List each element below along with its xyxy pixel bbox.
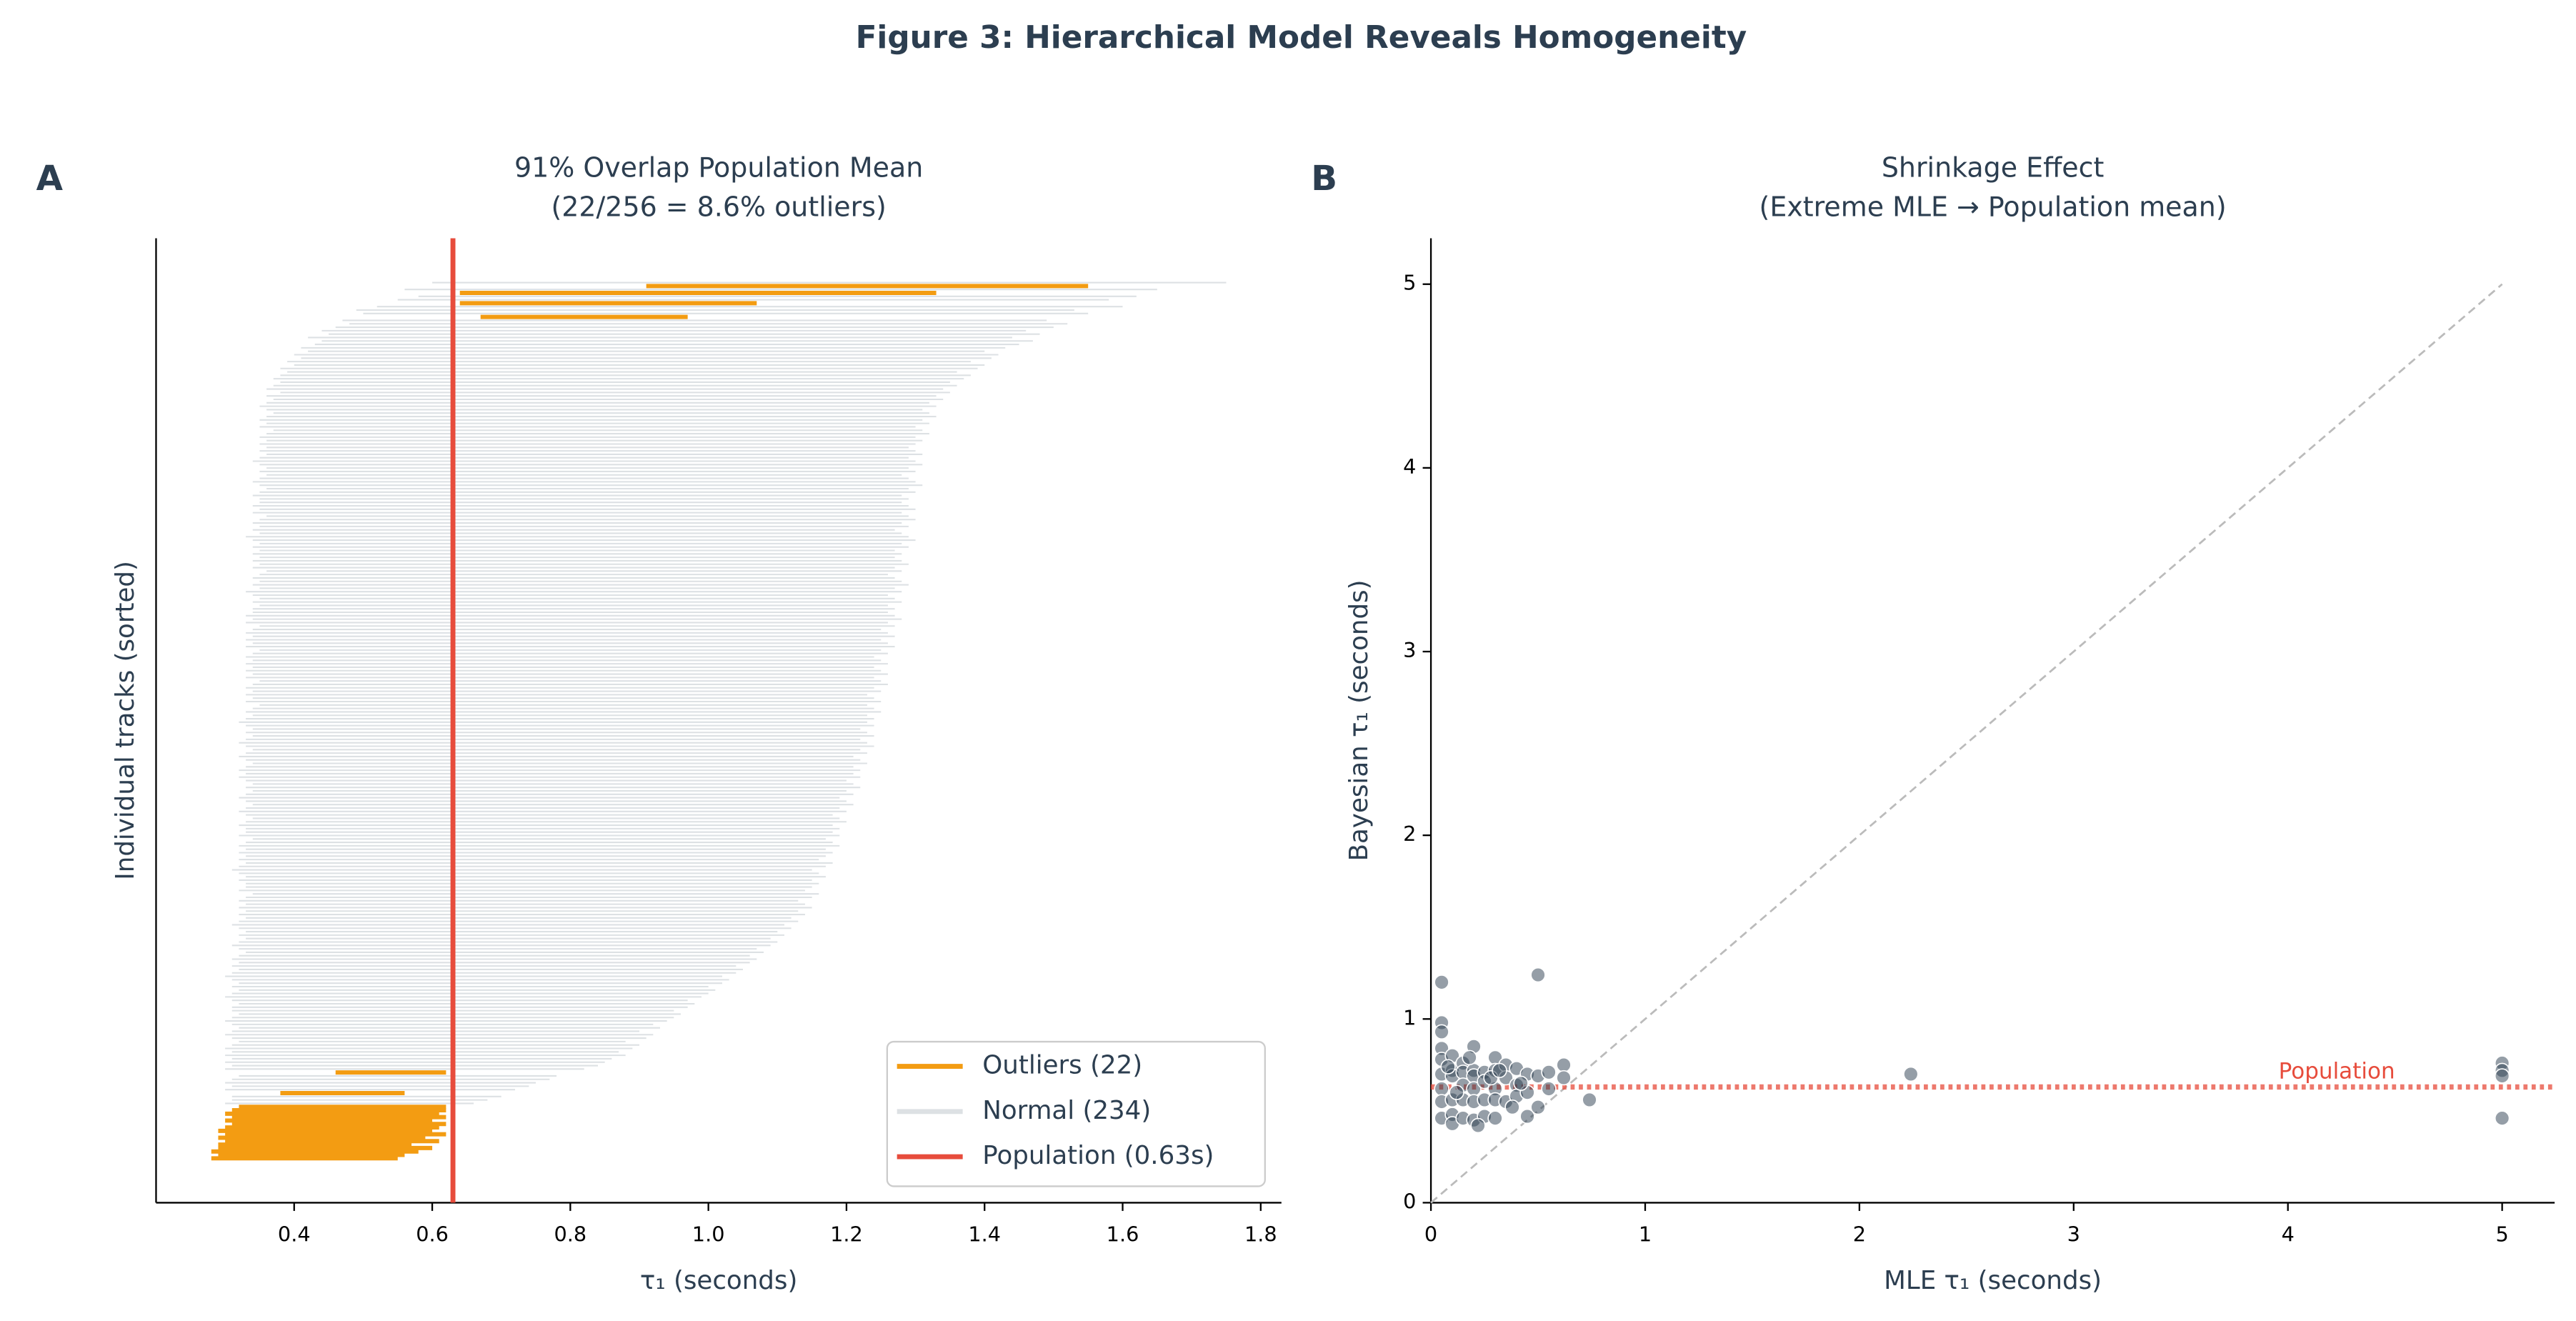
x-tick-label: 1 [1639, 1222, 1652, 1246]
panel-letter: A [36, 159, 64, 199]
point [1434, 1024, 1449, 1040]
population-label: Population [2279, 1059, 2395, 1085]
point [1487, 1110, 1503, 1126]
y-tick-label: 2 [1403, 822, 1416, 846]
point [1434, 1081, 1449, 1097]
x-tick-label: 4 [2282, 1222, 2295, 1246]
point [1530, 967, 1546, 983]
point [2494, 1068, 2510, 1084]
y-tick-label: 4 [1403, 454, 1416, 479]
point [1519, 1108, 1535, 1125]
x-axis-label: MLE τ₁ (seconds) [1884, 1266, 2102, 1295]
x-tick-label: 3 [2067, 1222, 2080, 1246]
point [1530, 1100, 1546, 1115]
x-tick-label: 1.6 [1107, 1222, 1139, 1246]
panel-title: 91% Overlap Population Mean [514, 151, 923, 183]
point [1449, 1085, 1464, 1100]
panel-title: (Extreme MLE → Population mean) [1759, 191, 2227, 223]
point [1903, 1066, 1919, 1082]
point [1541, 1081, 1557, 1097]
y-tick-label: 3 [1403, 638, 1416, 662]
legend-box [886, 1040, 1266, 1187]
legend-label: Normal (234) [982, 1096, 1151, 1125]
point [1541, 1065, 1557, 1080]
legend-label: Outliers (22) [982, 1051, 1142, 1080]
y-axis-label: Individual tracks (sorted) [111, 561, 140, 880]
x-tick-label: 1.2 [830, 1222, 863, 1246]
identity-line [1430, 283, 2503, 1204]
point [1582, 1092, 1597, 1108]
x-tick-label: 5 [2495, 1222, 2508, 1246]
x-tick-label: 1.4 [968, 1222, 1001, 1246]
x-tick-label: 0.6 [416, 1222, 449, 1246]
point [1556, 1057, 1572, 1073]
legend-label: Population (0.63s) [982, 1141, 1214, 1170]
point [1504, 1100, 1520, 1115]
y-axis-label: Bayesian τ₁ (seconds) [1344, 579, 1374, 861]
x-tick-label: 1.0 [692, 1222, 725, 1246]
panel-title: Shrinkage Effect [1882, 151, 2105, 183]
x-tick-label: 0.8 [554, 1222, 586, 1246]
panel-letter: B [1311, 159, 1337, 199]
figure-title: Figure 3: Hierarchical Model Reveals Hom… [856, 19, 1747, 56]
point [1492, 1062, 1507, 1078]
y-tick-label: 0 [1403, 1189, 1416, 1213]
x-tick-label: 0.4 [278, 1222, 311, 1246]
panel-title: (22/256 = 8.6% outliers) [551, 191, 886, 223]
point [1440, 1059, 1456, 1075]
x-axis-label: τ₁ (seconds) [640, 1266, 797, 1295]
x-tick-label: 2 [1853, 1222, 1866, 1246]
y-tick-label: 5 [1403, 271, 1416, 295]
point [1470, 1117, 1486, 1134]
x-tick-label: 1.8 [1244, 1222, 1277, 1246]
point [1556, 1070, 1572, 1086]
x-tick-label: 0 [1424, 1222, 1437, 1246]
point [2494, 1110, 2510, 1126]
y-tick-label: 1 [1403, 1005, 1416, 1030]
point [1513, 1075, 1529, 1091]
point [1462, 1050, 1477, 1065]
point [1434, 974, 1449, 990]
